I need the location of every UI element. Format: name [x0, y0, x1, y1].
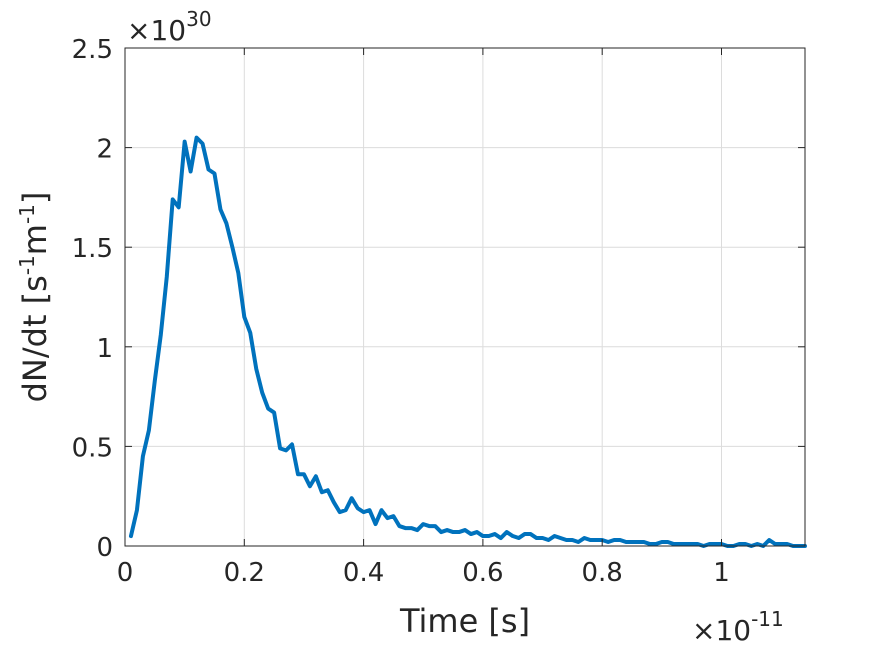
- y-tick-label-1: 0.5: [72, 433, 113, 463]
- x-tick-label-3: 0.6: [462, 558, 503, 588]
- x-axis-title: Time [s]: [399, 602, 530, 640]
- y-multiplier-base: ×10: [127, 14, 186, 47]
- x-tick-label-4: 0.8: [582, 558, 623, 588]
- y-axis-title-mid: m: [16, 224, 54, 255]
- series-line-0: [128, 135, 807, 548]
- y-axis-title-end: ]: [16, 192, 54, 204]
- x-tick-label-0: 0: [117, 558, 134, 588]
- plot-box: [124, 47, 806, 547]
- x-axis-multiplier: ×10-11: [692, 607, 784, 647]
- y-tick-label-0: 0: [96, 533, 113, 563]
- y-tick-label-4: 2: [96, 135, 113, 165]
- y-axis-multiplier: ×1030: [127, 7, 212, 47]
- x-multiplier-base: ×10: [692, 614, 751, 647]
- y-tick-label-3: 1.5: [72, 234, 113, 264]
- grid: [125, 48, 805, 546]
- series-layer: [128, 135, 807, 548]
- y-axis-title-base: dN/dt [s: [16, 275, 54, 402]
- y-multiplier-exp: 30: [186, 7, 211, 31]
- x-tick-label-1: 0.2: [224, 558, 265, 588]
- y-tick-label-5: 2.5: [72, 35, 113, 65]
- y-axis-title-exp1: -1: [15, 255, 39, 275]
- x-tick-label-5: 1: [713, 558, 730, 588]
- tick-labels: 0 0.2 0.4 0.6 0.8 1 0 0.5 1 1.5 2 2.5: [72, 35, 730, 588]
- x-multiplier-exp: -11: [751, 607, 784, 631]
- y-axis-title: dN/dt [s-1m-1]: [15, 192, 54, 403]
- y-axis-title-exp2: -1: [15, 204, 39, 224]
- x-tick-label-2: 0.4: [343, 558, 384, 588]
- axes: [124, 47, 806, 547]
- y-tick-label-2: 1: [96, 334, 113, 364]
